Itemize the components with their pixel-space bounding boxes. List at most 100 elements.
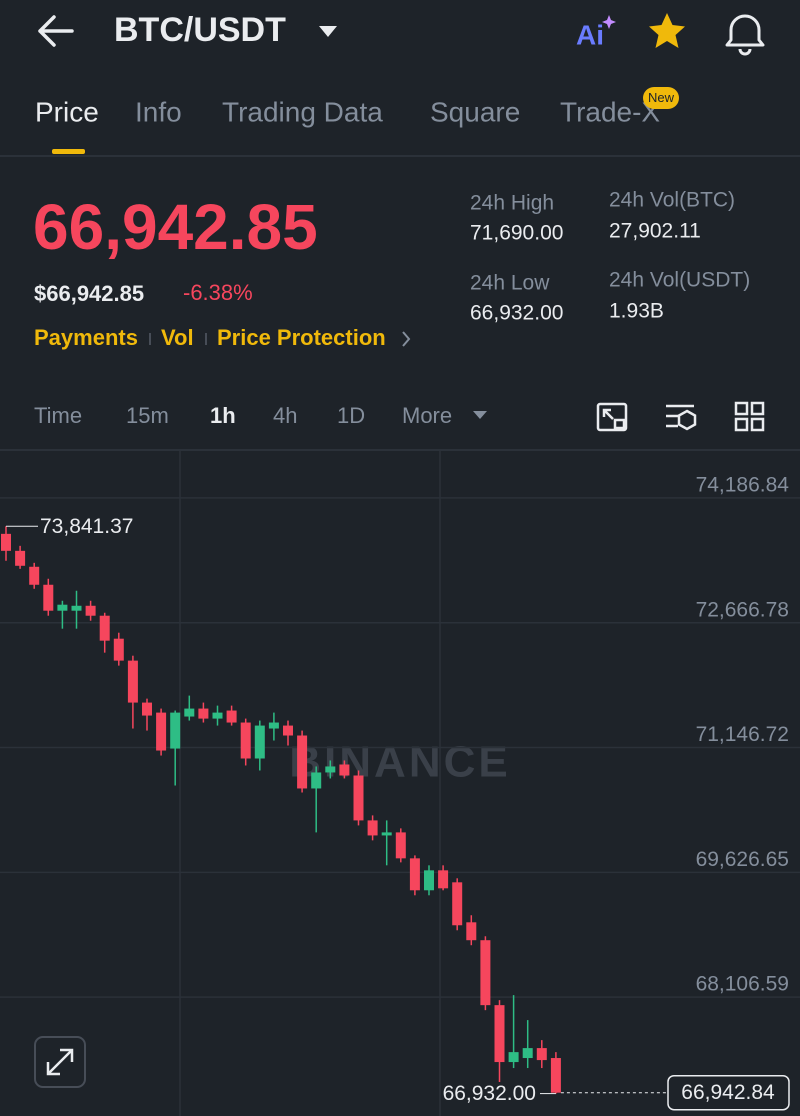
ai-button[interactable]: Ai [576, 19, 604, 50]
stat-label: 24h High [470, 192, 554, 215]
y-tick-label: 68,106.59 [696, 973, 789, 996]
back-arrow [38, 15, 74, 47]
watermark: BINANCE [289, 738, 510, 787]
favorite-star[interactable] [649, 13, 685, 48]
candle-body [43, 584, 54, 611]
grid-cell [750, 417, 765, 432]
last-price: 66,942.85 [33, 191, 318, 263]
pair-title[interactable]: BTC/USDT [114, 11, 286, 49]
candle-body [508, 1052, 519, 1063]
grid-cell [750, 401, 765, 416]
tool-frame [596, 402, 628, 432]
stat-label: 24h Vol(BTC) [609, 189, 735, 212]
candle-body [438, 870, 449, 889]
candle-body [536, 1048, 547, 1061]
high-label: 73,841.37 [40, 515, 133, 538]
settings-hex [677, 409, 697, 431]
candle-body [268, 722, 279, 729]
candle-body [254, 725, 265, 759]
candle-body [71, 605, 82, 611]
low-label: 66,932.00 [443, 1082, 536, 1105]
layout-grid[interactable] [734, 401, 765, 432]
candle-body [29, 566, 40, 585]
candle-body [297, 735, 308, 789]
stat-value: 71,690.00 [470, 222, 563, 245]
link[interactable]: Payments [34, 325, 138, 350]
candle-body [113, 638, 124, 661]
chevron [402, 331, 411, 347]
candle-body [1, 533, 11, 551]
chart-tool[interactable] [596, 402, 628, 432]
candle-body [522, 1048, 533, 1059]
candle-body [325, 766, 336, 773]
candle-body [283, 725, 293, 736]
candle-body [156, 712, 167, 751]
expand-icon [46, 1048, 74, 1076]
interval[interactable]: 1D [337, 403, 365, 428]
interval[interactable]: 1h [210, 403, 236, 428]
stat-value: 1.93B [609, 300, 664, 323]
candle-body [184, 708, 195, 717]
price-change: -6.38% [183, 280, 253, 305]
new-badge: New [648, 90, 675, 105]
candle-body [381, 832, 392, 836]
candle-body [170, 712, 181, 749]
interval[interactable]: 15m [126, 403, 169, 428]
candle-body [494, 1005, 505, 1063]
tab[interactable]: Price [35, 96, 99, 127]
stat-value: 66,932.00 [470, 302, 563, 325]
candle-body [226, 710, 237, 723]
tab[interactable]: Info [135, 96, 182, 127]
pair-dropdown[interactable] [319, 26, 337, 37]
chart-settings[interactable] [666, 404, 697, 431]
interval[interactable]: 4h [273, 403, 297, 428]
candle-body [311, 772, 322, 789]
stat-label: 24h Low [470, 272, 550, 295]
last-price-box [667, 1074, 790, 1111]
candle-body [15, 550, 26, 566]
last-price-label: 66,942.84 [681, 1081, 775, 1104]
candlestick-chart: BINANCE 74,186.84 72,666.78 71,146.72 69,62… [0, 451, 800, 1116]
candle-body [424, 870, 434, 891]
interval[interactable]: Time [34, 403, 82, 428]
candle-body [142, 702, 152, 716]
tool-arrow [602, 408, 614, 420]
fullscreen-button[interactable] [34, 1036, 86, 1088]
notification-bell[interactable] [725, 14, 765, 56]
y-tick-label: 71,146.72 [696, 723, 789, 746]
candle-body [99, 615, 110, 641]
stat-label: 24h Vol(USDT) [609, 269, 750, 292]
candle-body [466, 922, 477, 941]
grid-cell [734, 417, 749, 432]
candle-body [85, 605, 96, 616]
tab[interactable]: Square [430, 96, 520, 127]
settings-lines [666, 404, 694, 428]
stat-value: 27,902.11 [609, 220, 701, 243]
candle-body [480, 940, 491, 1006]
new-badge-bg [643, 87, 679, 109]
more-dropdown[interactable] [473, 411, 487, 419]
candle-body [212, 712, 223, 719]
link[interactable]: Price Protection [217, 325, 386, 350]
candle-body [409, 858, 420, 891]
candle-body [452, 882, 463, 926]
link[interactable]: Vol [161, 325, 194, 350]
candle-body [198, 708, 209, 719]
candle-body [240, 722, 251, 759]
usd-price: $66,942.85 [34, 281, 144, 306]
candle-body [57, 604, 68, 611]
tool-box [613, 418, 626, 430]
back-button[interactable] [38, 15, 74, 47]
bell-body [725, 14, 765, 47]
interval[interactable]: More [402, 403, 452, 428]
y-tick-label: 72,666.78 [696, 598, 789, 621]
candle-body [127, 660, 138, 703]
tab[interactable]: Trading Data [222, 96, 383, 127]
ai-sparkle [602, 15, 616, 29]
grid-cell [734, 401, 749, 416]
y-tick-label: 74,186.84 [696, 473, 790, 496]
candle-body [550, 1058, 561, 1093]
candle-body [353, 775, 364, 821]
